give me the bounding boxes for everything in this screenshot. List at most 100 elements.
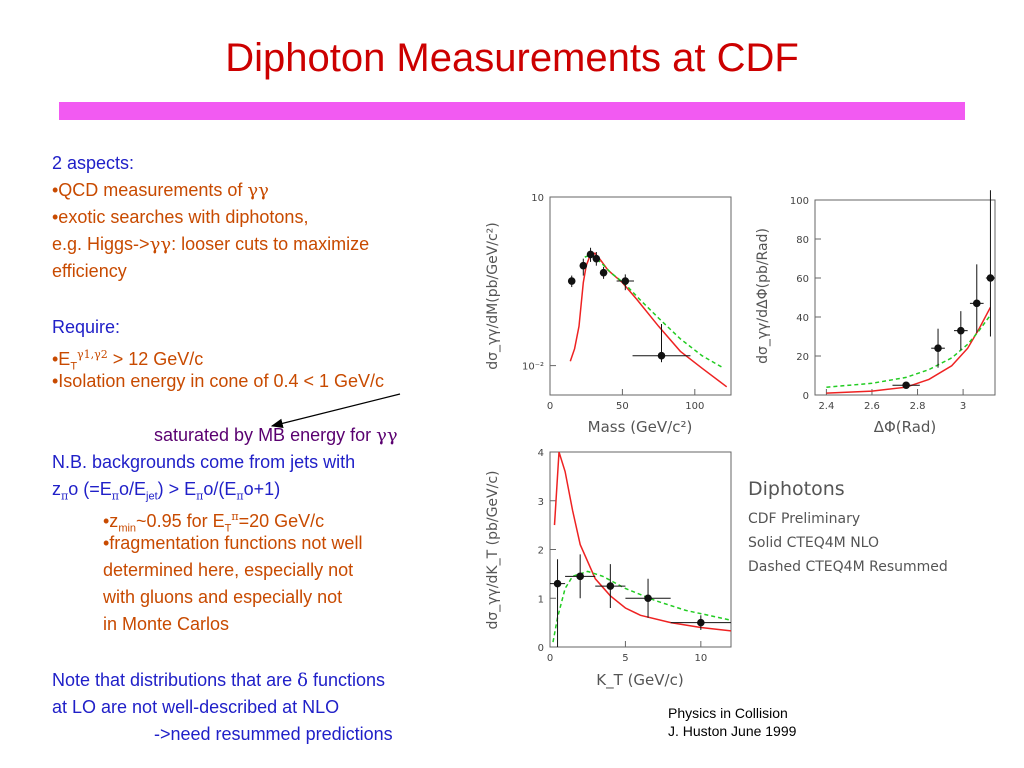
y-tick-label: 4 [538, 448, 544, 459]
pi-superscript: π [231, 510, 239, 523]
jet-subscript: jet [146, 490, 158, 503]
note-line: Note that distributions that are δ funct… [52, 667, 385, 694]
efficiency-line: efficiency [52, 261, 127, 281]
nlo-curve [569, 252, 728, 388]
x-tick-label: 100 [685, 401, 704, 412]
gamma-gamma-symbol: γγ [149, 234, 172, 255]
qcd-bullet: •QCD measurements of γγ [52, 177, 269, 204]
data-point [657, 351, 666, 360]
y-axis-label: dσ_γγ/dM(pb/GeV/c²) [485, 222, 501, 370]
x-tick-label: 2.8 [910, 401, 926, 412]
x-tick-label: 0 [547, 653, 553, 664]
et-text: •E [52, 349, 71, 369]
qcd-text: •QCD measurements of [52, 180, 248, 200]
min-subscript: min [118, 522, 137, 535]
plot-frame [549, 196, 732, 396]
resummed-curve [826, 314, 992, 388]
y-tick-label: 100 [790, 196, 809, 207]
et-superscript: γ1,γ2 [77, 348, 108, 361]
fragmentation-line: with gluons and especially not [103, 587, 343, 607]
data-point [586, 250, 595, 259]
x-tick-label: 0 [547, 401, 553, 412]
zmin-bullet: •zmin~0.95 for ETπ=20 GeV/c [103, 503, 324, 543]
nlo-curve [826, 306, 992, 394]
note-line: at LO are not well-described at NLO [52, 697, 340, 717]
data-point [567, 277, 576, 285]
y-tick-label: 40 [796, 313, 809, 324]
data-point [579, 261, 588, 270]
et-value: > 12 GeV/c [107, 349, 204, 369]
fragmentation-line: determined here, especially not [103, 560, 354, 580]
x-tick-label: 10 [694, 653, 707, 664]
isolation-bullet: •Isolation energy in cone of 0.4 < 1 GeV… [52, 371, 385, 391]
title-underline-bar [59, 102, 965, 120]
legend-title: Diphotons [748, 478, 845, 500]
x-tick-label: 2.6 [864, 401, 880, 412]
gamma-gamma-symbol: γγ [247, 180, 269, 201]
x-tick-label: 3 [960, 401, 966, 412]
aspects-heading: 2 aspects: [52, 153, 135, 173]
et-subscript: T [70, 360, 78, 373]
legend-line: Dashed CTEQ4M Resummed [748, 559, 948, 575]
legend-line: CDF Preliminary [748, 511, 860, 527]
fragmentation-line: in Monte Carlos [103, 614, 230, 634]
fragmentation-line: •fragmentation functions not well [103, 533, 363, 553]
saturated-note: saturated by MB energy for γγ [154, 422, 398, 449]
y-tick-label: 0 [538, 643, 544, 654]
x-axis-label: ΔΦ(Rad) [874, 418, 937, 436]
delta-symbol: δ [297, 670, 308, 691]
chart-panel-2: 2.4 2.6 2.8 3 0 20 40 60 80 100 ΔΦ(Rad) dσ_γγ/dΔΦ(p… [755, 190, 996, 436]
data-point [599, 268, 608, 277]
pi-subscript: π [61, 489, 69, 503]
pi-subscript: π [236, 489, 244, 503]
chart-panel-3: 0 5 10 0 1 2 3 4 K_T (GeV/c) dσ_γγ/dK_T (pb/GeV/c… [485, 448, 732, 690]
footer-conference: Physics in Collision [668, 705, 788, 721]
z-text: z [52, 479, 61, 499]
higgs-line: e.g. Higgs->γγ: looser cuts to maximize [52, 231, 369, 258]
z-text: o/(E [203, 479, 237, 499]
zmin-text: =20 GeV/c [238, 511, 325, 531]
x-axis-label: K_T (GeV/c) [596, 671, 683, 690]
data-point [934, 344, 942, 353]
y-tick-label: 60 [796, 274, 809, 285]
data-point [972, 299, 981, 308]
y-axis-label: dσ_γγ/dΔΦ(pb/Rad) [755, 228, 771, 364]
z-text: o/E [119, 479, 147, 499]
higgs-text: e.g. Higgs-> [52, 234, 150, 254]
y-tick-label: 10⁻² [522, 362, 544, 373]
y-tick-label: 10 [531, 193, 544, 204]
t-subscript: T [224, 522, 232, 535]
footer-author-date: J. Huston June 1999 [668, 723, 797, 739]
et-cut-bullet: •ETγ1,γ2 > 12 GeV/c [52, 341, 203, 381]
saturated-text: saturated by MB energy for [154, 425, 377, 445]
data-point [553, 579, 562, 588]
resummed-curve [552, 570, 731, 643]
x-tick-label: 50 [616, 401, 629, 412]
require-heading: Require: [52, 317, 121, 337]
y-tick-label: 20 [796, 352, 809, 363]
zmin-text: •z [103, 511, 119, 531]
higgs-suffix: : looser cuts to maximize [171, 234, 370, 254]
x-tick-label: 5 [622, 653, 628, 664]
data-point [606, 582, 615, 590]
z-text: o+1) [243, 479, 281, 499]
pi-subscript: π [196, 489, 204, 503]
data-point [697, 618, 705, 627]
plot-frame [814, 199, 996, 396]
nlo-curve [553, 452, 731, 632]
pi-subscript: π [111, 489, 119, 503]
x-axis-label: Mass (GeV/c²) [588, 418, 693, 436]
data-point [644, 594, 652, 603]
zmin-text: ~0.95 for E [136, 511, 225, 531]
data-point [957, 326, 965, 335]
footer: Physics in Collision J. Huston June 1999 [668, 704, 796, 740]
data-point [576, 572, 584, 581]
nb-line: N.B. backgrounds come from jets with [52, 452, 356, 472]
plot-frame [549, 451, 732, 648]
data-point [621, 277, 630, 285]
y-tick-label: 0 [803, 391, 809, 402]
resummed-line: ->need resummed predictions [154, 724, 393, 744]
figure-legend: Diphotons CDF Preliminary Solid CTEQ4M N… [748, 478, 948, 575]
legend-line: Solid CTEQ4M NLO [748, 535, 879, 551]
